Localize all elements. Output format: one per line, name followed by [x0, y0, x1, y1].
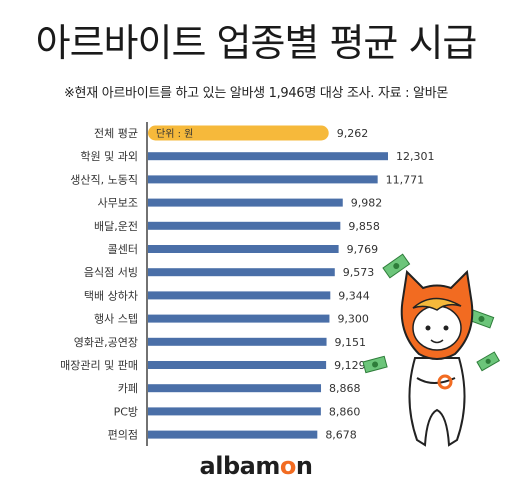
bar — [148, 384, 322, 393]
money-bill-icon — [382, 253, 411, 279]
bar — [148, 268, 335, 277]
category-label: 생산직, 노동직 — [70, 173, 138, 186]
money-bill-icon — [476, 351, 501, 372]
value-label: 9,262 — [337, 127, 369, 140]
category-label: 전체 평균 — [94, 127, 138, 140]
bar — [148, 291, 331, 300]
bar — [148, 430, 318, 439]
bar — [148, 314, 330, 323]
bar — [148, 198, 343, 207]
category-label: 행사 스텝 — [94, 313, 138, 326]
category-label: 매장관리 및 판매 — [60, 359, 138, 372]
value-label: 9,769 — [347, 243, 379, 256]
category-label: 콜센터 — [108, 243, 138, 256]
value-label: 9,129 — [334, 359, 366, 372]
page-title: 아르바이트 업종별 평균 시급 — [35, 21, 478, 65]
unit-label: 단위 : 원 — [156, 127, 193, 140]
value-label: 9,344 — [338, 289, 370, 302]
value-label: 9,300 — [337, 313, 369, 326]
bar — [148, 245, 339, 253]
value-label: 9,982 — [351, 197, 383, 210]
category-label: 편의점 — [108, 429, 138, 442]
bar — [148, 361, 327, 369]
value-label: 9,151 — [335, 336, 367, 349]
bar — [148, 337, 327, 346]
mascot-illustration — [362, 253, 501, 447]
category-label: 사무보조 — [98, 197, 138, 210]
category-label: 학원 및 과외 — [80, 150, 138, 163]
bar-highlight — [148, 125, 329, 141]
value-label: 8,860 — [329, 405, 361, 418]
category-label: 카페 — [118, 382, 138, 395]
bar — [148, 221, 341, 230]
bar — [148, 175, 378, 184]
category-label: 영화관,공연장 — [74, 336, 138, 349]
value-label: 9,573 — [343, 266, 375, 279]
category-label: PC방 — [114, 405, 138, 418]
value-label: 8,678 — [325, 429, 357, 442]
value-label: 12,301 — [396, 150, 435, 163]
category-label: 음식점 서빙 — [84, 266, 138, 279]
bar — [148, 407, 321, 416]
category-label: 택배 상하차 — [84, 288, 138, 302]
value-label: 8,868 — [329, 382, 361, 395]
value-label: 9,858 — [348, 220, 380, 233]
bar — [148, 152, 388, 161]
page-subtitle: ※현재 아르바이트를 하고 있는 알바생 1,946명 대상 조사. 자료 : … — [63, 86, 449, 101]
albamon-logo: albamon — [199, 452, 313, 480]
money-bill-icon — [362, 355, 388, 374]
value-label: 11,771 — [386, 173, 425, 186]
category-label: 배달,운전 — [94, 220, 138, 233]
